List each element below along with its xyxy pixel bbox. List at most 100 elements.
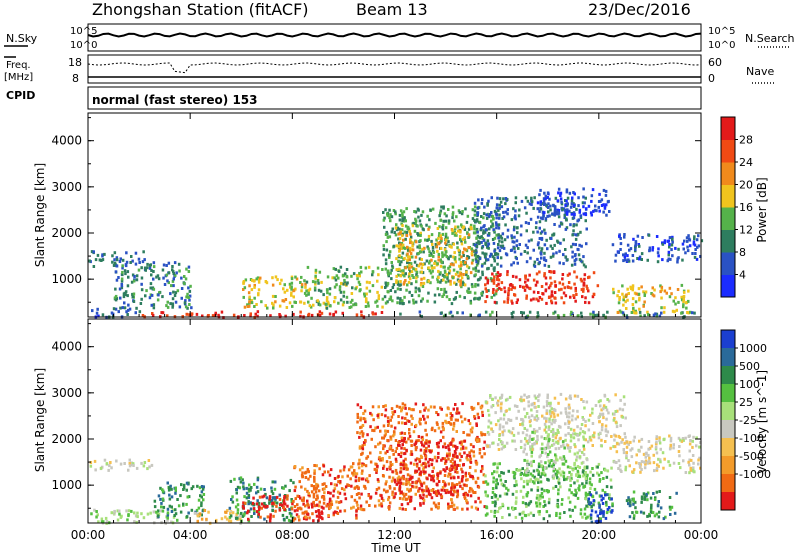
data-cell (304, 282, 307, 286)
data-cell (635, 510, 639, 514)
data-cell (342, 300, 346, 304)
data-cell (313, 477, 316, 481)
data-cell (397, 232, 400, 236)
data-cell (570, 310, 573, 314)
data-cell (305, 280, 309, 284)
data-cell (393, 426, 397, 430)
data-cell (443, 488, 446, 492)
data-cell (580, 244, 583, 248)
data-cell (479, 228, 482, 232)
data-cell (421, 443, 424, 447)
data-cell (380, 285, 384, 289)
data-cell (385, 248, 389, 252)
data-cell (612, 418, 616, 422)
data-cell (384, 432, 387, 436)
data-cell (460, 223, 463, 227)
data-cell (200, 501, 203, 505)
data-cell (542, 199, 546, 203)
data-cell (569, 514, 572, 518)
data-cell (364, 464, 368, 468)
data-cell (591, 494, 594, 498)
data-cell (314, 487, 318, 491)
data-cell (455, 455, 459, 459)
data-cell (456, 407, 459, 411)
data-cell (107, 468, 110, 472)
data-cell (408, 277, 412, 281)
data-cell (96, 307, 99, 311)
data-cell (313, 288, 317, 292)
data-cell (245, 491, 249, 495)
data-cell (502, 246, 506, 250)
data-cell (213, 313, 217, 317)
data-cell (560, 287, 563, 291)
data-cell (388, 486, 392, 490)
data-cell (614, 410, 617, 413)
data-cell (301, 466, 304, 470)
data-cell (239, 517, 242, 521)
data-cell (408, 246, 412, 250)
data-cell (391, 470, 394, 474)
data-cell (296, 508, 299, 512)
colorbar-swatch (721, 117, 735, 140)
data-cell (185, 267, 188, 271)
data-cell (442, 219, 445, 223)
data-cell (200, 495, 203, 499)
data-cell (669, 439, 673, 443)
data-cell (424, 462, 427, 466)
data-cell (617, 301, 621, 305)
data-cell (559, 411, 563, 415)
data-cell (613, 445, 617, 449)
data-cell (530, 464, 533, 468)
data-cell (495, 273, 498, 276)
data-cell (606, 469, 610, 473)
data-cell (636, 257, 639, 260)
data-cell (445, 295, 449, 299)
data-cell (543, 251, 546, 255)
data-cell (683, 290, 686, 294)
data-cell (185, 515, 189, 519)
data-cell (519, 233, 523, 237)
data-cell (501, 217, 504, 220)
data-cell (441, 421, 445, 425)
data-cell (398, 496, 402, 500)
data-cell (476, 297, 480, 301)
data-cell (322, 501, 326, 505)
data-cell (629, 287, 633, 291)
colorbar-tick-label: 500 (739, 360, 760, 373)
data-cell (184, 299, 187, 303)
data-cell (651, 511, 655, 514)
data-cell (416, 207, 420, 211)
data-cell (550, 459, 553, 462)
data-cell (513, 240, 516, 244)
data-cell (537, 510, 540, 514)
data-cell (419, 454, 423, 458)
data-cell (390, 407, 394, 411)
data-cell (437, 489, 440, 493)
data-cell (458, 210, 462, 214)
data-cell (312, 485, 316, 488)
data-cell (481, 251, 484, 255)
data-cell (242, 487, 246, 491)
data-cell (394, 492, 397, 496)
data-cell (178, 305, 182, 309)
data-cell (405, 230, 409, 234)
data-cell (260, 300, 263, 304)
data-cell (309, 305, 313, 309)
data-cell (113, 509, 116, 513)
data-cell (520, 516, 524, 520)
data-cell (253, 482, 256, 486)
data-cell (557, 401, 560, 405)
data-cell (169, 292, 172, 296)
data-cell (387, 498, 390, 502)
data-cell (465, 270, 468, 274)
data-cell (314, 510, 318, 514)
data-cell (101, 313, 105, 317)
data-cell (434, 505, 438, 509)
data-cell (422, 489, 426, 493)
data-cell (600, 428, 604, 432)
data-cell (596, 313, 599, 317)
data-cell (333, 483, 337, 487)
data-cell (581, 416, 584, 419)
data-cell (440, 407, 443, 411)
data-cell (496, 466, 499, 470)
